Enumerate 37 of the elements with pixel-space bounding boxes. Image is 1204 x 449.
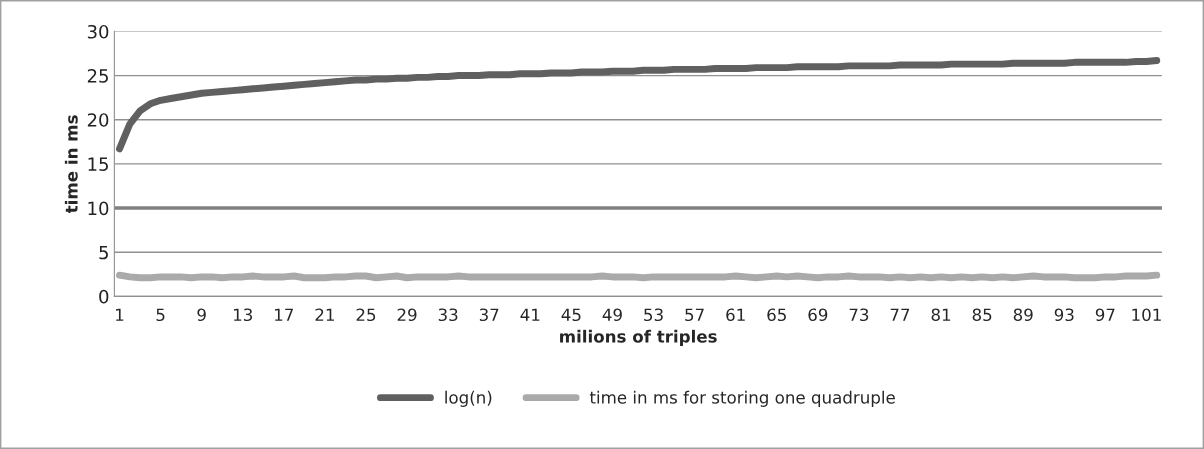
x-tick-label: 53 — [644, 308, 663, 322]
x-tick-label: 93 — [1054, 308, 1074, 322]
x-tick-label: 85 — [972, 308, 992, 322]
x-tick-label: 5 — [156, 308, 165, 322]
legend-label: time in ms for storing one quadruple — [589, 390, 895, 407]
x-tick-label: 65 — [767, 308, 786, 322]
x-tick-label: 17 — [275, 308, 293, 321]
x-tick-label: 41 — [520, 308, 540, 321]
x-tick-label: 77 — [890, 308, 910, 321]
y-tick-label: 25 — [87, 69, 108, 83]
x-tick-label: 73 — [849, 308, 869, 322]
x-tick-label: 1 — [116, 308, 124, 321]
y-tick-label: 10 — [88, 201, 109, 216]
x-tick-label: 21 — [315, 308, 334, 321]
x-tick-label: 89 — [1013, 308, 1033, 322]
x-tick-label: 97 — [1095, 308, 1115, 322]
y-tick-label: 15 — [88, 157, 108, 171]
x-axis-title: milions of triples — [560, 329, 717, 346]
x-tick-label: 101 — [1132, 308, 1161, 322]
x-tick-label: 37 — [479, 308, 499, 322]
x-tick-label: 49 — [602, 308, 622, 322]
legend-label: log(n) — [445, 390, 492, 407]
x-tick-label: 81 — [931, 308, 951, 322]
x-tick-label: 45 — [561, 308, 581, 322]
x-tick-label: 29 — [397, 308, 417, 322]
x-tick-label: 61 — [726, 308, 745, 322]
x-tick-label: 25 — [356, 308, 376, 322]
y-tick-label: 5 — [99, 245, 108, 260]
x-tick-label: 33 — [438, 308, 458, 322]
y-tick-label: 20 — [87, 113, 109, 127]
x-tick-label: 69 — [808, 308, 828, 322]
y-tick-label: 0 — [99, 289, 109, 304]
y-tick-label: 30 — [87, 24, 109, 39]
x-tick-label: 57 — [685, 308, 704, 322]
x-tick-label: 9 — [197, 308, 206, 322]
x-tick-label: 13 — [233, 308, 253, 322]
y-axis-title: time in ms — [64, 115, 78, 214]
